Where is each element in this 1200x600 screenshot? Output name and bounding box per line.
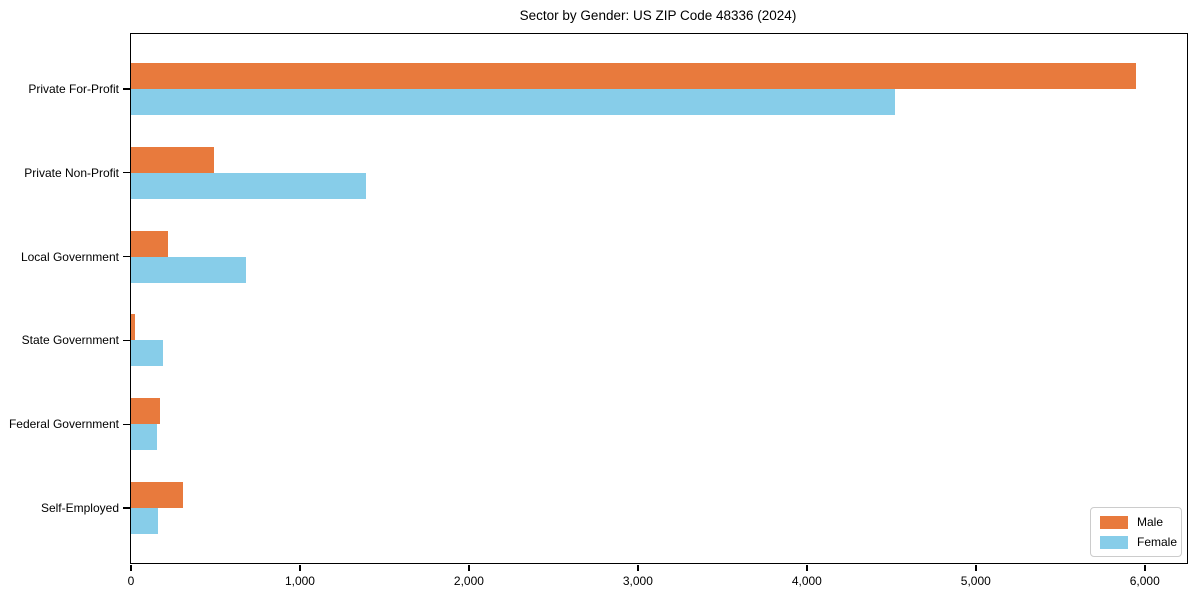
x-axis-tick: [806, 564, 808, 571]
bar-male-federal-government: [131, 398, 160, 425]
y-axis-tick: [122, 339, 130, 342]
x-axis-tick-label: 2,000: [453, 574, 484, 588]
category-label-federal-government: Federal Government: [8, 417, 119, 432]
y-axis-tick: [122, 507, 130, 509]
legend-entry-male: Male: [1100, 515, 1172, 529]
chart-title: Sector by Gender: US ZIP Code 48336 (202…: [519, 8, 797, 23]
bar-male-private-for-profit: [131, 62, 1137, 89]
x-axis-tick-label: 1,000: [284, 574, 315, 588]
x-axis-tick-label: 6,000: [1129, 574, 1160, 588]
plot-area: Male Female Private For-Profit Private Non…: [9, 33, 1188, 588]
y-axis-tick: [122, 88, 130, 90]
x-axis-tick: [468, 564, 470, 571]
legend-label-female: Female: [1137, 535, 1178, 549]
bar-female-private-non-profit: [131, 172, 366, 199]
legend-swatch-female: [1100, 535, 1128, 549]
y-axis-tick: [122, 171, 130, 174]
legend-entry-female: Female: [1100, 535, 1177, 549]
x-axis-tick-label: 5,000: [960, 574, 991, 588]
bar-female-self-employed: [131, 508, 158, 535]
x-axis-tick-label: 4,000: [791, 574, 822, 588]
bar-male-local-government: [131, 230, 169, 257]
bar-female-local-government: [131, 256, 246, 283]
x-axis-tick: [975, 564, 977, 571]
category-label-local-government: Local Government: [20, 249, 119, 264]
x-axis-tick: [299, 564, 301, 571]
x-axis-tick: [130, 564, 132, 571]
y-axis-tick: [122, 423, 130, 426]
bar-female-federal-government: [131, 424, 158, 451]
bar-female-private-for-profit: [131, 88, 895, 115]
category-label-self-employed: Self-Employed: [40, 501, 119, 516]
bar-male-private-non-profit: [131, 146, 214, 173]
x-axis-tick-label: 0: [127, 574, 135, 588]
x-axis-tick: [637, 564, 639, 571]
legend-label-male: Male: [1137, 515, 1164, 529]
legend: Male Female: [1090, 507, 1182, 557]
bar-male-state-government: [131, 314, 136, 341]
legend-swatch-male: [1100, 515, 1128, 529]
x-axis-tick-label: 3,000: [622, 574, 653, 588]
bar-female-state-government: [131, 340, 164, 367]
category-label-private-non-profit: Private Non-Profit: [24, 165, 119, 180]
y-axis-tick: [122, 255, 130, 258]
x-axis-tick: [1144, 564, 1146, 571]
category-label-private-for-profit: Private For-Profit: [28, 81, 119, 96]
category-label-state-government: State Government: [21, 333, 119, 348]
bar-male-self-employed: [131, 482, 184, 509]
